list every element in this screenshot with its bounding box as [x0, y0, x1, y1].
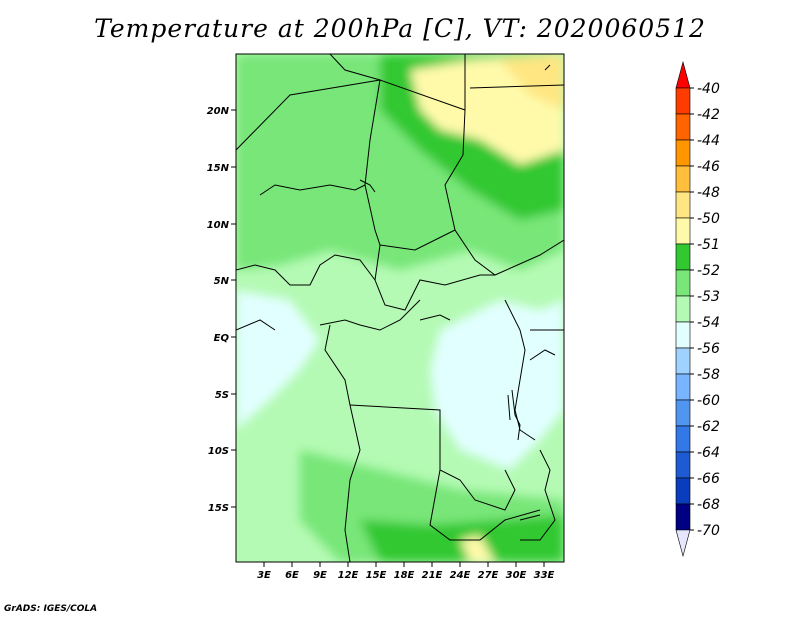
colorbar-swatch: [675, 243, 691, 271]
country-borders: [236, 54, 564, 562]
lon-label-9e: 9E: [313, 570, 327, 581]
colorbar-label: -50: [697, 211, 720, 227]
lat-label-15s: 15S: [208, 503, 229, 514]
colorbar-label: -46: [697, 159, 720, 175]
colorbar-label: -44: [697, 133, 720, 149]
colorbar: -40 -42 -44 -46 -48 -50 -51 -52 -53 -54 -56 -58 -60 -…: [675, 60, 720, 558]
colorbar-label: -42: [697, 107, 720, 123]
colorbar-swatch: [675, 165, 691, 193]
lon-label-27e: 27E: [478, 570, 499, 581]
colorbar-label: -64: [697, 445, 720, 461]
colorbar-label: -68: [697, 497, 720, 513]
temperature-field: [236, 54, 564, 562]
colorbar-label: -66: [697, 471, 720, 487]
lat-label-10s: 10S: [208, 446, 229, 457]
colorbar-swatch: [675, 191, 691, 219]
lat-label-20n: 20N: [207, 106, 230, 117]
colorbar-swatch: [675, 477, 691, 505]
colorbar-swatch: [675, 399, 691, 427]
colorbar-label: -51: [697, 237, 720, 253]
lon-label-6e: 6E: [285, 570, 299, 581]
colorbar-swatch: [675, 60, 691, 89]
colorbar-swatch: [675, 87, 691, 115]
lon-label-18e: 18E: [394, 570, 415, 581]
colorbar-label: -48: [697, 185, 720, 201]
lat-label-5n: 5N: [214, 276, 230, 287]
colorbar-label: -53: [697, 289, 720, 305]
lon-label-33e: 33E: [534, 570, 555, 581]
colorbar-label: -56: [697, 341, 720, 357]
lon-label-21e: 21E: [422, 570, 443, 581]
lon-label-3e: 3E: [257, 570, 271, 581]
colorbar-label: -52: [697, 263, 720, 279]
colorbar-swatch: [675, 295, 691, 323]
plot-frame: [235, 53, 565, 563]
colorbar-label: -54: [697, 315, 720, 331]
colorbar-label: -58: [697, 367, 720, 383]
lat-label-eq: EQ: [214, 333, 230, 344]
colorbar-swatch: [675, 425, 691, 453]
colorbar-swatch: [675, 321, 691, 349]
colorbar-swatch: [675, 217, 691, 245]
map-title: Temperature at 200hPa [C], VT: 202006051…: [94, 14, 706, 43]
colorbar-label: -70: [697, 523, 720, 539]
colorbar-label: -62: [697, 419, 720, 435]
lon-label-12e: 12E: [338, 570, 359, 581]
colorbar-swatch: [675, 139, 691, 167]
colorbar-label: -40: [697, 81, 720, 97]
lon-label-24e: 24E: [450, 570, 471, 581]
colorbar-swatch: [675, 269, 691, 297]
latitude-axis: 20N 15N 10N 5N EQ 5S 10S 15S: [207, 106, 236, 514]
longitude-axis: 3E 6E 9E 12E 15E 18E 21E 24E 27E 30E 33E: [257, 562, 555, 581]
colorbar-swatch: [675, 503, 691, 531]
colorbar-label: -60: [697, 393, 720, 409]
colorbar-swatch: [675, 529, 691, 558]
lat-label-15n: 15N: [207, 163, 230, 174]
lon-label-30e: 30E: [506, 570, 527, 581]
lat-label-5s: 5S: [215, 390, 229, 401]
colorbar-swatch: [675, 113, 691, 141]
lakes-and-coastlines: [359, 64, 556, 521]
colorbar-swatch: [675, 451, 691, 479]
colorbar-swatch: [675, 373, 691, 401]
lat-label-10n: 10N: [207, 220, 230, 231]
grads-credit: GrADS: IGES/COLA: [4, 604, 98, 614]
colorbar-swatch: [675, 347, 691, 375]
lon-label-15e: 15E: [366, 570, 387, 581]
